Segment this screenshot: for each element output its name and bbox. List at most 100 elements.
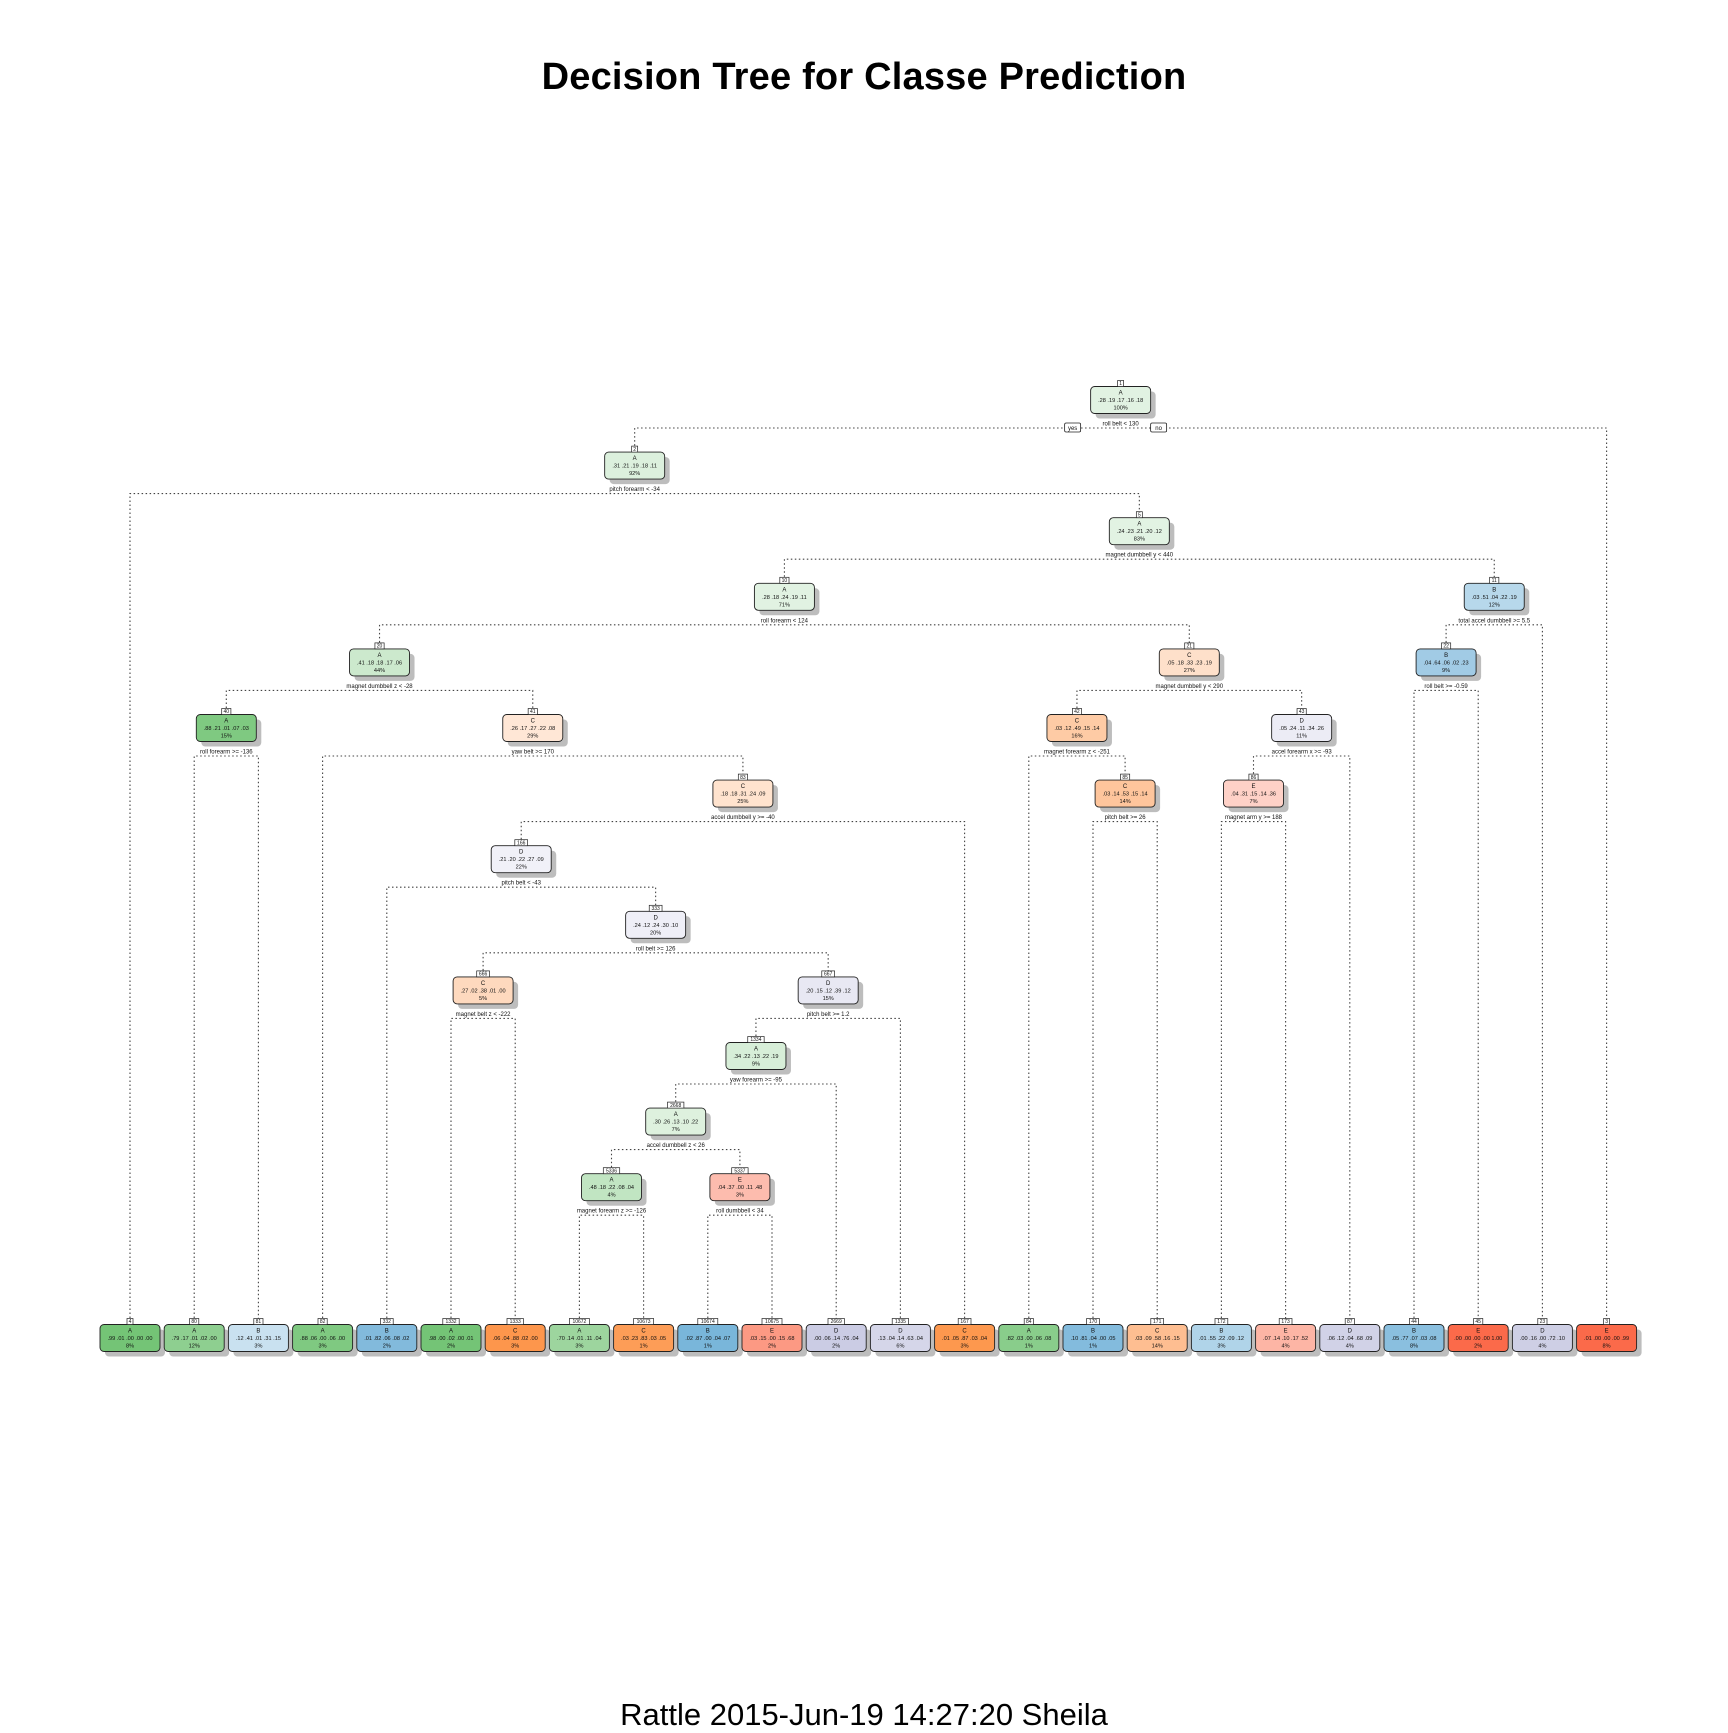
node-probabilities: .24 .23 .21 .20 .12 [1117, 529, 1162, 535]
node-number: 84 [1026, 1319, 1032, 1325]
node-percent: 3% [254, 1344, 262, 1350]
node-number-tab [221, 708, 232, 715]
branch-edge [610, 1149, 741, 1172]
node-probabilities: .03 .51 .04 .22 .19 [1472, 595, 1517, 601]
leaf-node: 10672 A.70 .14 .01 .11 .04 3% [548, 1318, 615, 1357]
node-number: 4 [129, 1319, 132, 1325]
node-number-tab [779, 576, 790, 584]
node-probabilities: .10 .81 .04 .00 .05 [1070, 1336, 1115, 1342]
node-class: C [513, 1329, 518, 1335]
node-class: A [674, 1112, 678, 1118]
node-number: 171 [1153, 1319, 1162, 1325]
node-number-tab [1117, 380, 1124, 387]
node-class: E [1476, 1329, 1480, 1335]
split-node: 166 D.21 .20 .22 .27 .09 22% pitch belt < -… [490, 839, 557, 887]
node-number: 22 [1443, 644, 1449, 650]
leaf-node: 80 A.79 .17 .01 .02 .00 12% [163, 1318, 230, 1357]
branch-edge [634, 427, 1608, 1322]
node-class: E [1605, 1329, 1609, 1335]
node-number: 2 [633, 447, 636, 453]
node-class: A [128, 1329, 132, 1335]
split-label: roll belt >= 126 [636, 946, 676, 952]
node-percent: 4% [607, 1193, 615, 1199]
leaf-node: 172 B.01 .55 .22 .09 .12 3% [1190, 1318, 1257, 1357]
branch-edge [675, 1083, 837, 1322]
leaf-node: 171 C.03 .09 .58 .16 .15 14% [1126, 1318, 1193, 1357]
node-percent: 27% [1184, 668, 1195, 674]
node-class: B [1444, 653, 1448, 659]
node-number-tab [506, 1318, 524, 1325]
split-node: 21 C.05 .18 .33 .23 .19 27% magnet dumbbell… [1156, 642, 1225, 690]
node-percent: 4% [1346, 1344, 1354, 1350]
node-number-tab [1135, 511, 1143, 519]
node-number-tab [667, 1101, 685, 1109]
node-percent: 100% [1113, 406, 1127, 412]
branch-edge [129, 493, 1140, 1322]
split-label: magnet belt z < -222 [456, 1012, 512, 1018]
leaf-node: 170 B.10 .81 .04 .00 .05 1% [1062, 1318, 1128, 1357]
node-number-tab [747, 1036, 765, 1043]
node-number: 86 [1251, 775, 1257, 781]
leaf-node: 45 E.00 .00 .00 .00 1.00 2% [1447, 1318, 1514, 1357]
node-percent: 3% [575, 1344, 583, 1350]
node-probabilities: .79 .17 .01 .02 .00 [172, 1336, 217, 1342]
node-percent: 1% [1089, 1344, 1097, 1350]
node-number: 10673 [637, 1319, 651, 1325]
node-number-tab [1086, 1318, 1100, 1325]
node-percent: 4% [1538, 1344, 1546, 1350]
split-node: 5336 A.48 .18 .22 .08 .04 4% magnet forearm… [577, 1167, 647, 1215]
node-number-tab [1296, 708, 1307, 715]
split-label: yaw belt >= 170 [512, 750, 555, 756]
node-number-tab [1441, 642, 1452, 650]
node-percent: 20% [650, 930, 661, 936]
node-percent: 7% [1249, 799, 1257, 805]
branch-edge [1092, 821, 1158, 1322]
leaf-node: 10675 E.03 .15 .00 .15 .68 2% [741, 1318, 807, 1357]
split-node: 40 A.88 .21 .01 .07 .03 15% roll forearm >=… [195, 708, 262, 756]
node-class: D [826, 981, 831, 987]
node-class: C [481, 981, 486, 987]
branch-edge [783, 558, 1495, 581]
branch-edge [193, 755, 259, 1322]
node-number-tab [1489, 576, 1500, 584]
node-number: 5337 [734, 1168, 745, 1174]
branch-edge [386, 886, 657, 1322]
node-number-tab [569, 1318, 590, 1325]
node-class: B [1492, 587, 1496, 593]
leaf-node: 3 E.01 .00 .00 .00 .99 8% [1576, 1318, 1642, 1357]
node-class: C [641, 1329, 646, 1335]
node-probabilities: .02 .87 .00 .04 .07 [685, 1336, 730, 1342]
branch-edge [1076, 689, 1303, 712]
branch-edge [450, 1017, 516, 1322]
node-percent: 2% [768, 1344, 776, 1350]
node-probabilities: .01 .05 .87 .03 .04 [942, 1336, 987, 1342]
node-probabilities: .03 .14 .53 .15 .14 [1103, 792, 1148, 798]
split-label: pitch forearm < -34 [609, 487, 660, 493]
node-number-tab [317, 1318, 328, 1325]
node-number-tab [1473, 1318, 1484, 1325]
split-node: 2668 A .30 .26 .13 .10 .227% accel dumbbell… [645, 1101, 711, 1149]
node-class: A [782, 587, 786, 593]
node-percent: 2% [832, 1344, 840, 1350]
node-number: 10675 [765, 1319, 779, 1325]
node-number-tab [1409, 1318, 1419, 1325]
branch-edge [378, 624, 1190, 647]
node-number-tab [957, 1318, 972, 1325]
node-number: 5336 [606, 1168, 617, 1174]
node-probabilities: .48 .18 .22 .08 .04 [589, 1185, 634, 1191]
node-number-tab [126, 1318, 134, 1325]
node-number-tab [761, 1318, 783, 1325]
node-percent: 3% [319, 1344, 327, 1350]
branch-edge [322, 755, 744, 1322]
split-node: 41 C.26 .17 .27 .22 .08 29% yaw belt >= 170 [502, 708, 568, 756]
node-percent: 8% [1410, 1344, 1418, 1350]
node-number: 83 [740, 775, 746, 781]
split-label: roll belt >= -0.59 [1424, 684, 1468, 690]
node-number: 2669 [831, 1319, 842, 1325]
node-number-tab [1023, 1318, 1034, 1325]
node-number: 23 [1540, 1319, 1546, 1325]
node-number: 166 [517, 840, 526, 846]
